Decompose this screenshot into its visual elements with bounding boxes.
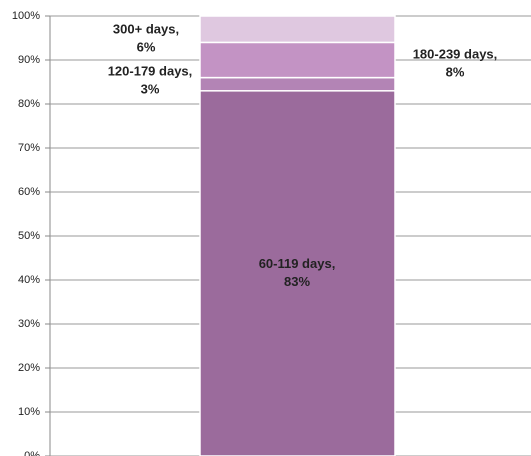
data-label: 8% [446,64,465,79]
y-tick-label: 90% [18,54,40,66]
bar-segment [199,90,396,456]
y-tick-label: 70% [18,142,40,154]
y-tick-label: 80% [18,98,40,110]
bar-segment [199,41,396,79]
data-label: 6% [137,39,156,54]
data-label-name: 60-119 days, [259,256,336,271]
y-tick-label: 10% [18,406,40,418]
y-tick-label: 0% [24,450,40,456]
bar-segment [199,15,396,44]
y-tick-label: 60% [18,186,40,198]
y-tick-label: 30% [18,318,40,330]
y-tick-label: 40% [18,274,40,286]
data-label: 83% [284,274,310,289]
bar-segment [199,76,396,92]
data-label: 3% [141,81,160,96]
data-label-name: 300+ days, [113,21,179,36]
y-tick-label: 100% [12,10,40,22]
data-label-name: 120-179 days, [108,63,193,78]
y-tick-label: 20% [18,362,40,374]
y-tick-label: 50% [18,230,40,242]
data-label-name: 180-239 days, [413,46,498,61]
